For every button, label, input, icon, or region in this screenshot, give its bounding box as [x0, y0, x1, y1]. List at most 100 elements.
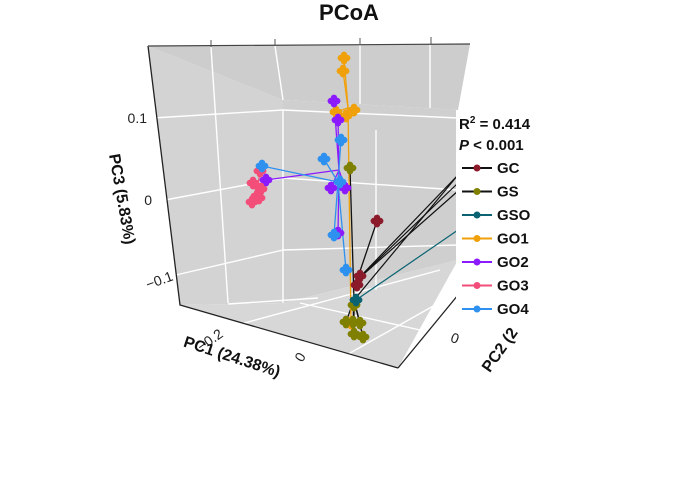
p-value-annotation: P < 0.001: [459, 137, 524, 154]
series-go4-points: [255, 133, 353, 277]
legend-marker: [473, 188, 481, 195]
marker-core: [342, 318, 350, 326]
legend-marker: [473, 211, 481, 219]
legend-marker: [473, 235, 481, 242]
floor-pane: [180, 260, 458, 368]
grid-line: [274, 45, 284, 101]
marker-core: [336, 178, 344, 186]
series-gc-points: [350, 214, 384, 292]
grid-line: [152, 109, 284, 119]
axis-edge-right: [397, 294, 459, 369]
marker-core: [356, 272, 364, 280]
legend-marker: [473, 258, 481, 266]
legend-item-gc: GC: [462, 160, 520, 177]
r2-prefix: R: [459, 116, 470, 133]
grid-line: [282, 177, 459, 191]
series-gso-points: [349, 293, 363, 307]
legend-item-go2: GO2: [462, 254, 529, 271]
marker-core: [359, 333, 367, 341]
data-point-go1: [347, 103, 361, 117]
axis-edge-left: [147, 45, 399, 369]
marker-core: [373, 217, 381, 225]
marker-core: [334, 116, 342, 124]
legend-label: GO3: [497, 278, 529, 295]
marker-core: [320, 155, 328, 163]
marker-core: [258, 162, 266, 170]
series-layer: [245, 51, 459, 344]
marker-core: [340, 54, 348, 62]
marker-core: [352, 296, 360, 304]
marker-core: [353, 281, 361, 289]
series-go4-spokes: [261, 139, 347, 271]
data-point-gs: [339, 315, 353, 329]
legend-items: GC GS GSO GO1 GO2 GO3 GO4: [462, 160, 531, 318]
legend-item-go3: GO3: [462, 278, 529, 295]
legend-label: GC: [497, 160, 520, 177]
legend-item-gso: GSO: [462, 207, 531, 224]
data-point-go2: [324, 181, 338, 195]
grid-line: [282, 109, 459, 119]
data-point-go2: [327, 94, 341, 108]
chart-title: PCoA: [319, 0, 379, 25]
r-squared-annotation: R2 = 0.414: [459, 115, 531, 133]
legend-background: [456, 110, 546, 325]
top-pane: [148, 44, 470, 110]
legend-marker: [473, 282, 481, 289]
data-point-go4: [339, 263, 353, 277]
legend-item-go1: GO1: [462, 231, 529, 248]
data-point-go4: [334, 133, 348, 147]
legend-marker: [473, 305, 481, 313]
legend-marker: [473, 164, 481, 172]
spoke-line: [337, 181, 347, 271]
spoke-line: [337, 139, 342, 183]
z-tick-label: 0: [144, 192, 152, 208]
marker-core: [262, 176, 270, 184]
spoke-line: [347, 107, 352, 324]
r2-value: = 0.414: [475, 116, 530, 133]
data-point-go3: [252, 191, 266, 205]
marker-core: [337, 136, 345, 144]
marker-core: [330, 97, 338, 105]
data-point-gc: [353, 269, 367, 283]
z-tick-label: −0.1: [144, 268, 176, 293]
data-point-go2: [259, 173, 273, 187]
data-point-go1: [337, 51, 351, 65]
marker-core: [327, 184, 335, 192]
legend: R2 = 0.414 P < 0.001 GC GS GSO GO1 GO2 GO3 GO4: [456, 110, 546, 325]
legend-label: GO2: [497, 254, 529, 271]
plot-box: [147, 37, 471, 371]
p-label: P: [459, 137, 470, 154]
legend-label: GO1: [497, 231, 529, 248]
y-axis-title: PC2 (2: [479, 325, 522, 376]
gridlines: [152, 44, 459, 371]
y-tick-label: 0: [449, 329, 462, 347]
marker-core: [341, 184, 349, 192]
top-ticks: [210, 37, 432, 47]
data-point-gs: [353, 316, 367, 330]
series-gs-points: [339, 161, 370, 344]
p-value: < 0.001: [469, 137, 524, 154]
legend-item-go4: GO4: [462, 301, 529, 318]
spoke-line-offscreen: [356, 182, 459, 281]
marker-core: [346, 164, 354, 172]
marker-core: [257, 185, 265, 193]
spoke-line-offscreen: [355, 229, 459, 301]
data-point-go2: [331, 113, 345, 127]
marker-core: [255, 194, 263, 202]
x-axis-title: PC1 (24.38%): [181, 334, 282, 381]
grid-line: [319, 291, 459, 371]
marker-core: [342, 266, 350, 274]
grid-line: [210, 46, 229, 304]
data-point-go4: [333, 175, 347, 189]
data-point-gso: [349, 293, 363, 307]
series-gso-spokes: [355, 229, 459, 301]
legend-label: GSO: [497, 207, 531, 224]
data-point-gs: [347, 327, 361, 341]
z-tick-label: 0.1: [128, 110, 148, 126]
marker-core: [339, 67, 347, 75]
data-point-go4: [255, 159, 269, 173]
marker-core: [330, 231, 338, 239]
legend-label: GO4: [497, 301, 529, 318]
legend-label: GS: [497, 184, 519, 201]
